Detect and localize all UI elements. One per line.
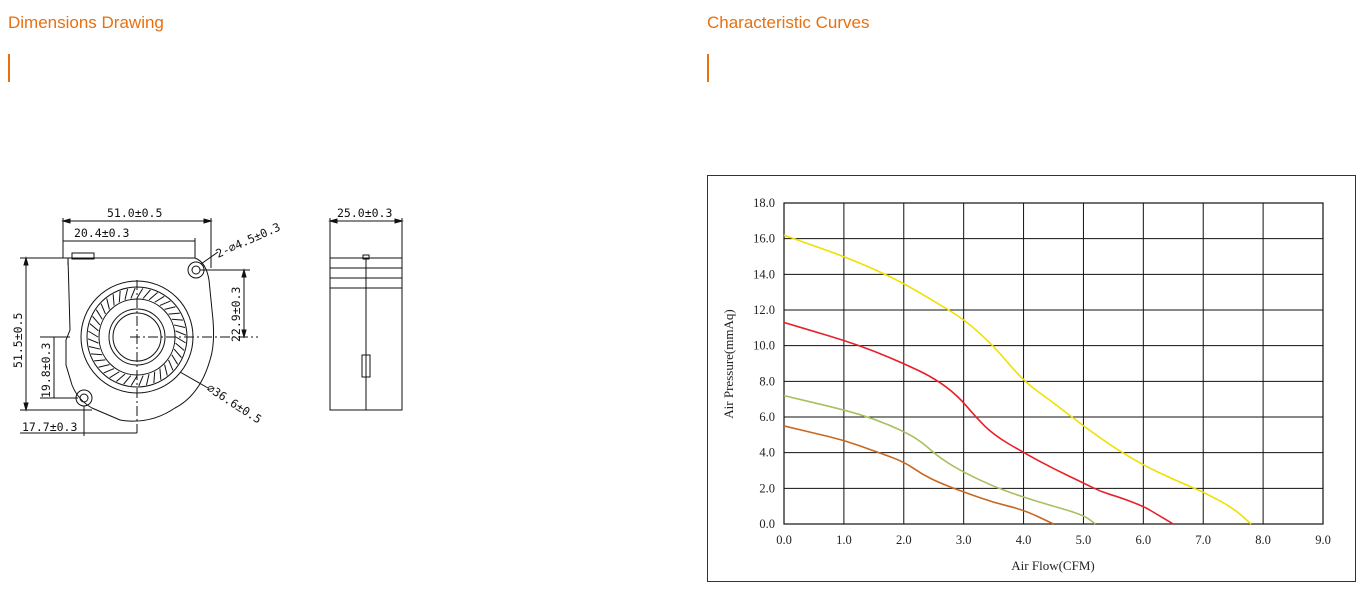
impeller-blade (87, 338, 99, 344)
impeller-blade (92, 316, 101, 326)
impeller-blade (148, 292, 158, 301)
impeller-blade (171, 354, 179, 365)
x-tick-label: 3.0 (956, 533, 972, 547)
impeller-blade (173, 324, 186, 329)
impeller-blade (153, 371, 156, 384)
x-tick-label: 0.0 (776, 533, 792, 547)
impeller-blade (136, 288, 144, 299)
chart-svg: 0.0 1.0 2.0 3.0 4.0 5.0 6.0 7.0 8.0 9.0 0.0 2.0 4.0 6… (721, 196, 1331, 573)
y-tick-label: 2.0 (759, 481, 775, 495)
impeller-blade (112, 294, 115, 306)
characteristic-curves-title: Characteristic Curves (707, 13, 870, 32)
right-accent-bar (707, 54, 709, 82)
impeller-blade (142, 289, 151, 299)
impeller-blade (88, 330, 99, 338)
y-tick-label: 8.0 (759, 374, 775, 388)
dimensions-drawing: 51.0±0.5 20.4±0.3 2-⌀4.5±0.3 22.9±0.3 51… (11, 206, 404, 436)
impeller-blade (90, 353, 103, 356)
impeller-blade (103, 368, 115, 374)
y-tick-label: 10.0 (753, 339, 775, 353)
impeller-blade (116, 373, 126, 382)
impeller-blade (130, 287, 136, 299)
y-tick-label: 16.0 (753, 232, 775, 246)
impeller-blade (123, 375, 132, 385)
impeller-blade (130, 375, 138, 386)
impeller-blade (175, 342, 185, 351)
y-axis-title: Air Pressure(mmAq) (721, 309, 736, 418)
impeller-blade (89, 323, 99, 332)
dim-height-label: 51.5±0.5 (11, 313, 25, 368)
dimensions-drawing-title: Dimensions Drawing (8, 13, 164, 32)
impeller-blade (164, 364, 168, 376)
x-tick-label: 5.0 (1076, 533, 1092, 547)
dim-hole-spacing-label: 22.9±0.3 (229, 287, 243, 342)
impeller-blade (95, 309, 103, 320)
dim-width-label: 51.0±0.5 (107, 206, 162, 220)
y-tick-label: 18.0 (753, 196, 775, 210)
impeller-blade (159, 368, 162, 380)
impeller-blade (164, 306, 176, 310)
y-tick-label: 12.0 (753, 303, 775, 317)
impeller-blade (145, 373, 150, 386)
x-tick-label: 9.0 (1315, 533, 1331, 547)
impeller-blade (98, 364, 110, 368)
x-tick-label: 8.0 (1255, 533, 1271, 547)
series-line-2 (783, 321, 1174, 525)
impeller-blade (124, 288, 129, 301)
impeller-blade (118, 290, 121, 303)
series-line-4 (783, 425, 1054, 525)
impeller-blade (175, 336, 186, 344)
dim-impeller-label: ⌀36.6±0.5 (204, 381, 264, 427)
impeller-blade (109, 371, 120, 379)
dim-hole-offset-v-label: 19.8±0.3 (39, 343, 53, 398)
x-tick-label: 7.0 (1195, 533, 1211, 547)
x-tick-label: 2.0 (896, 533, 912, 547)
impeller-blade (100, 303, 106, 315)
dim-offset-top-label: 20.4±0.3 (74, 226, 129, 240)
dim-hole-label: 2-⌀4.5±0.3 (214, 220, 283, 261)
y-tick-label: 0.0 (759, 517, 775, 531)
x-tick-label: 1.0 (836, 533, 852, 547)
impeller-blade (138, 375, 144, 387)
impeller-blade (154, 295, 165, 303)
x-tick-label: 4.0 (1016, 533, 1032, 547)
characteristic-curves-chart: 0.0 1.0 2.0 3.0 4.0 5.0 6.0 7.0 8.0 9.0 0.0 2.0 4.0 6… (707, 175, 1356, 582)
impeller-blade (171, 318, 184, 321)
impeller-blade (94, 359, 106, 362)
impeller-blade (88, 345, 101, 350)
impeller-blade (175, 330, 187, 336)
left-accent-bar (8, 54, 10, 82)
impeller-blade (159, 300, 171, 306)
dim-hole-offset-h-label: 17.7±0.3 (22, 420, 77, 434)
x-tick-label: 6.0 (1136, 533, 1152, 547)
impeller-blade (168, 359, 174, 371)
series-line-3 (783, 394, 1096, 525)
plot-area (783, 202, 1324, 525)
y-tick-label: 6.0 (759, 410, 775, 424)
impeller-blade (168, 312, 180, 315)
impeller-blade (106, 298, 110, 310)
x-axis-title: Air Flow(CFM) (1011, 558, 1094, 573)
y-tick-label: 4.0 (759, 446, 775, 460)
series-line-1 (783, 234, 1252, 525)
y-tick-label: 14.0 (753, 267, 775, 281)
dim-depth-label: 25.0±0.3 (337, 206, 392, 220)
impeller-blade (173, 348, 182, 358)
